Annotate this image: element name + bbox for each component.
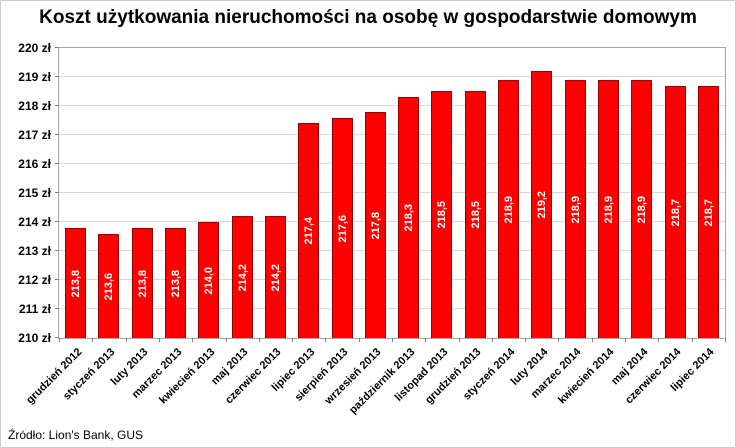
- x-axis-tick: [525, 338, 526, 342]
- x-axis-tick: [359, 338, 360, 342]
- bar: 218,9: [598, 80, 619, 338]
- y-tick-label: 218 zł: [18, 99, 51, 113]
- y-axis-tick: [55, 134, 59, 135]
- x-axis-tick: [59, 338, 60, 342]
- x-axis-tick: [226, 338, 227, 342]
- gridline: [59, 105, 725, 106]
- gridline: [59, 308, 725, 309]
- x-axis-tick: [625, 338, 626, 342]
- y-tick-label: 219 zł: [18, 70, 51, 84]
- bar-value-label: 213,8: [69, 269, 82, 298]
- x-axis-tick: [159, 338, 160, 342]
- x-axis-tick: [592, 338, 593, 342]
- y-tick-label: 212 zł: [18, 273, 51, 287]
- bar-value-label: 217,4: [302, 217, 315, 245]
- bar-value-label: 218,5: [469, 201, 482, 229]
- bar: 218,9: [565, 80, 586, 338]
- bar-value-label: 217,6: [336, 214, 349, 243]
- bar: 214,2: [265, 216, 286, 338]
- y-axis-tick: [55, 308, 59, 309]
- bar: 218,7: [665, 86, 686, 338]
- gridline: [59, 76, 725, 77]
- x-axis-tick: [92, 338, 93, 342]
- gridline: [59, 163, 725, 164]
- bar: 214,0: [198, 222, 219, 338]
- chart-title: Koszt użytkowania nieruchomości na osobę…: [39, 7, 697, 28]
- x-axis-tick: [325, 338, 326, 342]
- y-axis-tick: [55, 105, 59, 106]
- source-note: Źródło: Lion's Bank, GUS: [8, 428, 144, 442]
- y-tick-label: 214 zł: [18, 215, 51, 229]
- y-axis-tick: [55, 221, 59, 222]
- y-tick-label: 215 zł: [18, 186, 51, 200]
- x-axis-tick: [259, 338, 260, 342]
- bar: 218,5: [465, 91, 486, 338]
- x-axis-tick: [192, 338, 193, 342]
- bar-value-label: 214,0: [202, 266, 215, 295]
- bar-value-label: 218,9: [602, 195, 615, 224]
- bar-value-label: 213,8: [169, 269, 182, 298]
- bar: 217,8: [365, 112, 386, 338]
- x-axis-tick: [692, 338, 693, 342]
- bar: 218,3: [398, 97, 419, 338]
- bar: 218,9: [631, 80, 652, 338]
- bar-value-label: 218,9: [569, 195, 582, 224]
- bar-value-label: 218,9: [635, 195, 648, 224]
- x-axis-tick: [425, 338, 426, 342]
- bar: 213,8: [132, 228, 153, 338]
- bar: 219,2: [531, 71, 552, 338]
- y-axis-tick: [55, 47, 59, 48]
- x-axis-tick: [459, 338, 460, 342]
- bar-value-label: 213,8: [136, 269, 149, 298]
- bar: 214,2: [232, 216, 253, 338]
- bar-value-label: 213,6: [102, 272, 115, 301]
- x-axis-tick: [292, 338, 293, 342]
- x-axis-tick: [658, 338, 659, 342]
- bar: 213,8: [65, 228, 86, 338]
- bar-value-label: 218,9: [502, 195, 515, 224]
- y-axis-tick: [55, 76, 59, 77]
- bar: 217,6: [332, 118, 353, 338]
- y-tick-label: 210 zł: [18, 331, 51, 345]
- x-axis-tick: [725, 338, 726, 342]
- x-axis-tick: [392, 338, 393, 342]
- bar-value-label: 218,7: [702, 198, 715, 227]
- y-tick-label: 211 zł: [18, 302, 51, 316]
- x-axis-tick: [126, 338, 127, 342]
- bar: 213,8: [165, 228, 186, 338]
- plot-area: 210 zł 211 zł 212 zł 213 zł 214 zł 215 zł 216 …: [18, 41, 726, 416]
- bar: 218,5: [431, 91, 452, 338]
- bar-value-label: 218,5: [435, 201, 448, 229]
- bar: 218,7: [698, 86, 719, 338]
- y-tick-label: 220 zł: [18, 41, 51, 55]
- gridline: [59, 134, 725, 135]
- bar: 218,9: [498, 80, 519, 338]
- x-axis-tick: [492, 338, 493, 342]
- bar-value-label: 214,2: [236, 263, 249, 292]
- gridline: [59, 192, 725, 193]
- y-axis-tick: [55, 192, 59, 193]
- y-axis-tick: [55, 337, 59, 338]
- y-axis-tick: [55, 163, 59, 164]
- bar: 213,6: [98, 234, 119, 338]
- y-axis-tick: [55, 250, 59, 251]
- gridline: [59, 279, 725, 280]
- bar-value-label: 218,7: [669, 198, 682, 227]
- gridline: [59, 250, 725, 251]
- bar-value-label: 219,2: [535, 191, 548, 219]
- bar-value-label: 214,2: [269, 263, 282, 292]
- bar: 217,4: [298, 123, 319, 338]
- gridline: [59, 221, 725, 222]
- y-tick-label: 216 zł: [18, 157, 51, 171]
- y-axis-tick: [55, 279, 59, 280]
- x-axis-tick: [558, 338, 559, 342]
- y-tick-label: 217 zł: [18, 128, 51, 142]
- y-tick-label: 213 zł: [18, 244, 51, 258]
- bar-value-label: 218,3: [402, 204, 415, 232]
- bar-value-label: 217,8: [369, 211, 382, 240]
